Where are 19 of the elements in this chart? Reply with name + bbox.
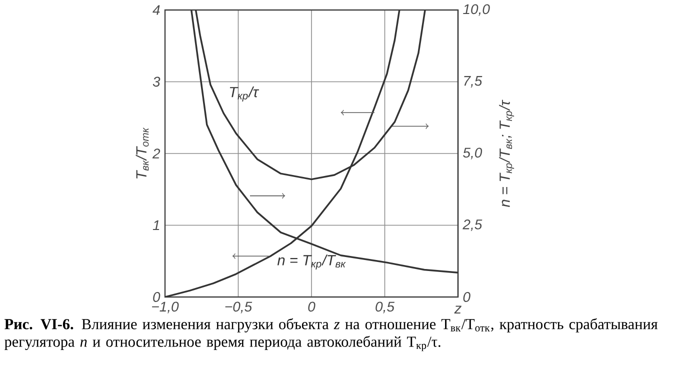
y-tick-label: 2 bbox=[152, 148, 160, 158]
x-tick-label: −1,0 bbox=[152, 302, 179, 314]
x-tick-label: −0,5 bbox=[225, 302, 252, 314]
x-tick-label: 0,5 bbox=[376, 302, 395, 314]
y2-tick-label: 5,0 bbox=[463, 148, 482, 160]
series-label: n = T$_{кр}$/T$_{вк}$ bbox=[277, 254, 346, 270]
y-tick-label: 1 bbox=[152, 220, 160, 230]
y2-tick-label: 10,0 bbox=[463, 4, 490, 16]
y2-tick-label: 7,5 bbox=[464, 76, 482, 88]
y-tick-label: 0 bbox=[153, 292, 160, 302]
text: T$_{вк}$/T$_{отк}$ bbox=[136, 128, 149, 178]
x-axis-title: z bbox=[454, 306, 462, 314]
y2-tick-label: 0 bbox=[463, 292, 470, 302]
text: n = T$_{кр}$/T$_{вк}$; T$_{кр}$/τ bbox=[499, 100, 514, 208]
y2-tick-label: 2,5 bbox=[462, 219, 482, 232]
text: Рис. VI-6. Влияние изменения нагрузки объекта z на отношение T$_{вк}$/T$_{отк}$, кратность срабатывания регулятора n и относительное время периода автоколебаний T$_{кр}$/τ. bbox=[4, 318, 658, 352]
x-tick-label: 0 bbox=[308, 302, 316, 312]
y-tick-label: 3 bbox=[152, 76, 160, 87]
y-tick-label: 4 bbox=[152, 5, 160, 15]
